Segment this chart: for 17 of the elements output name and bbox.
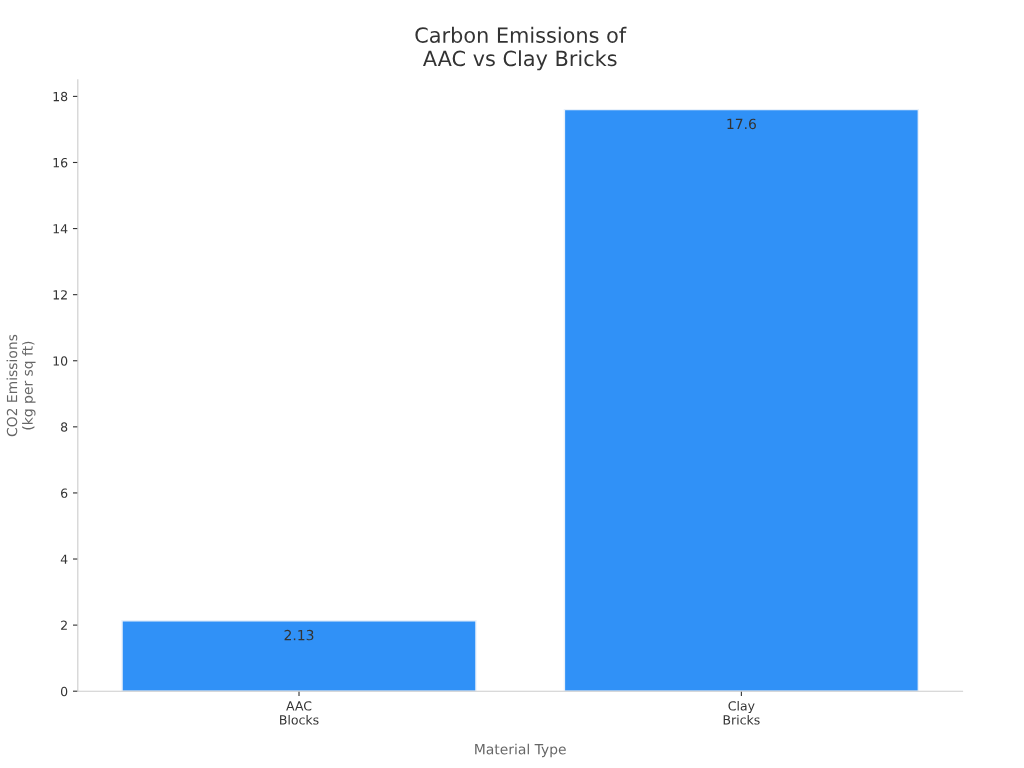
data-label: 17.6 bbox=[727, 118, 756, 130]
x-tick-label: AAC Blocks bbox=[280, 701, 319, 725]
y-tick-label: 12 bbox=[53, 290, 67, 300]
y-tick-label: 16 bbox=[53, 157, 68, 168]
y-tick-label: 10 bbox=[53, 356, 68, 366]
y-tick-label: 4 bbox=[60, 554, 68, 564]
chart-title: Carbon Emissions of AAC vs Clay Bricks bbox=[415, 26, 627, 71]
data-label: 2.13 bbox=[284, 629, 314, 641]
x-tick-label: Clay Bricks bbox=[723, 700, 760, 725]
y-tick-label: 0 bbox=[60, 686, 68, 697]
y-tick-label: 6 bbox=[61, 488, 68, 498]
x-axis-title: Material Type bbox=[475, 743, 566, 758]
y-axis-title: CO2 Emissions (kg per sq ft) bbox=[6, 334, 36, 437]
y-tick-label: 14 bbox=[53, 224, 68, 234]
y-tick-label: 2 bbox=[61, 620, 67, 630]
y-tick-label: 18 bbox=[53, 91, 68, 102]
y-tick-label: 8 bbox=[61, 422, 68, 432]
